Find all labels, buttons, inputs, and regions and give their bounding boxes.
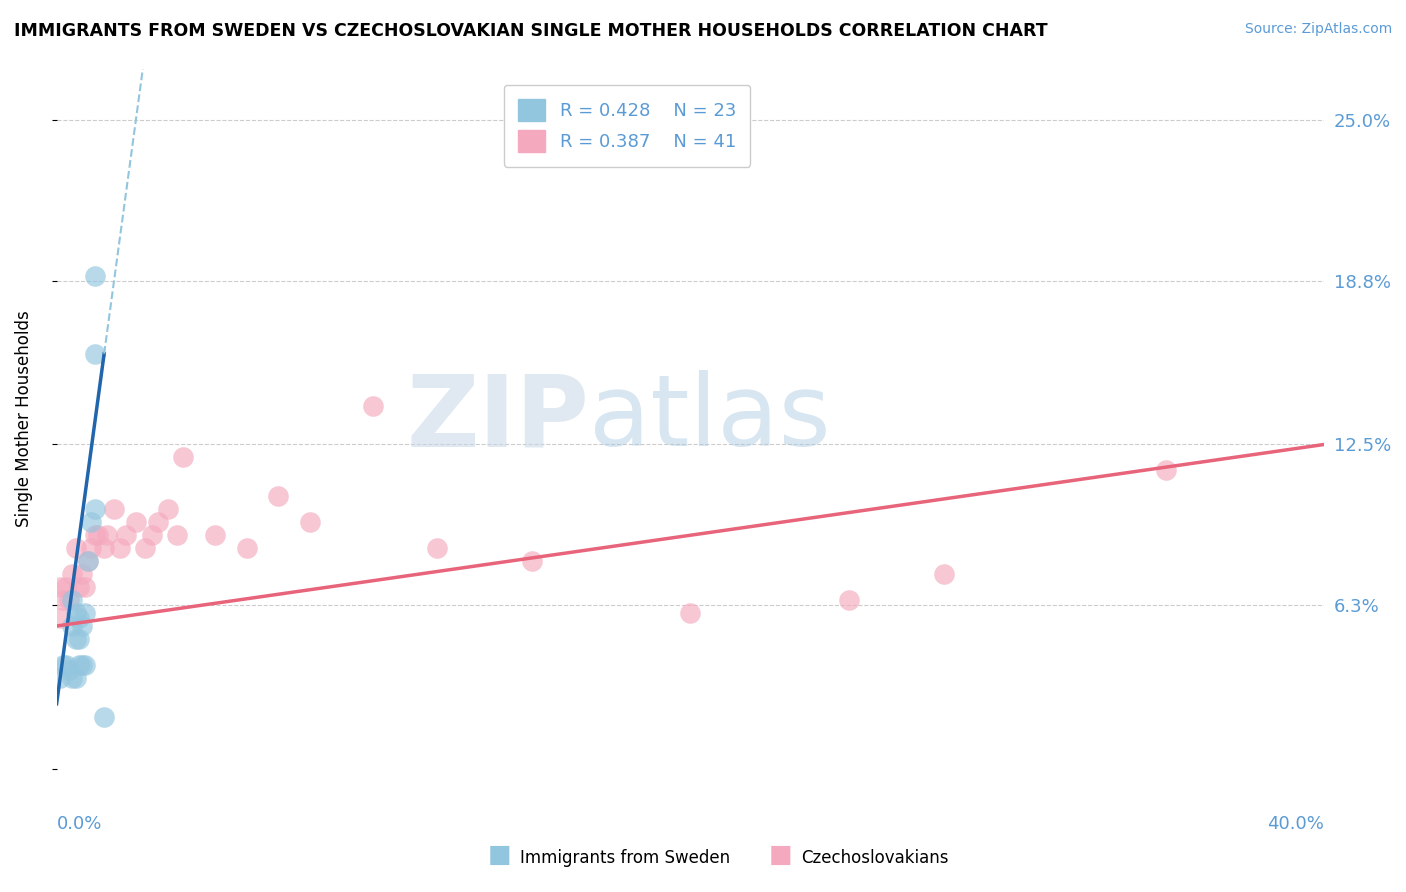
Point bbox=[146, 516, 169, 530]
Text: ■: ■ bbox=[488, 843, 510, 867]
Point bbox=[87, 528, 110, 542]
Point bbox=[75, 657, 97, 672]
Point bbox=[70, 657, 93, 672]
Point bbox=[75, 580, 97, 594]
Text: ■: ■ bbox=[769, 843, 792, 867]
Point bbox=[83, 502, 105, 516]
Point bbox=[115, 528, 138, 542]
Legend: R = 0.428    N = 23, R = 0.387    N = 41: R = 0.428 N = 23, R = 0.387 N = 41 bbox=[503, 85, 751, 167]
Point bbox=[838, 593, 860, 607]
Point bbox=[62, 567, 84, 582]
Text: IMMIGRANTS FROM SWEDEN VS CZECHOSLOVAKIAN SINGLE MOTHER HOUSEHOLDS CORRELATION C: IMMIGRANTS FROM SWEDEN VS CZECHOSLOVAKIA… bbox=[14, 22, 1047, 40]
Point bbox=[70, 619, 93, 633]
Point bbox=[125, 516, 148, 530]
Point bbox=[52, 657, 75, 672]
Point bbox=[426, 541, 449, 556]
Point bbox=[204, 528, 226, 542]
Point bbox=[77, 554, 100, 568]
Point bbox=[65, 671, 87, 685]
Text: ZIP: ZIP bbox=[406, 370, 589, 467]
Point bbox=[55, 657, 77, 672]
Point bbox=[93, 710, 115, 724]
Point bbox=[156, 502, 179, 516]
Point bbox=[932, 567, 955, 582]
Point bbox=[67, 657, 90, 672]
Text: atlas: atlas bbox=[589, 370, 831, 467]
Point bbox=[49, 580, 72, 594]
Point bbox=[103, 502, 125, 516]
Point bbox=[235, 541, 257, 556]
Point bbox=[108, 541, 131, 556]
Point bbox=[141, 528, 163, 542]
Point bbox=[83, 268, 105, 283]
Text: Czechoslovakians: Czechoslovakians bbox=[801, 849, 949, 867]
Point bbox=[1154, 463, 1177, 477]
Point bbox=[65, 541, 87, 556]
Point bbox=[77, 554, 100, 568]
Point bbox=[83, 528, 105, 542]
Point bbox=[62, 671, 84, 685]
Y-axis label: Single Mother Households: Single Mother Households bbox=[15, 310, 32, 527]
Point bbox=[65, 632, 87, 646]
Text: Immigrants from Sweden: Immigrants from Sweden bbox=[520, 849, 730, 867]
Point bbox=[67, 611, 90, 625]
Point bbox=[96, 528, 118, 542]
Point bbox=[679, 606, 702, 620]
Point bbox=[55, 580, 77, 594]
Point bbox=[93, 541, 115, 556]
Point bbox=[75, 606, 97, 620]
Point bbox=[83, 347, 105, 361]
Point bbox=[70, 567, 93, 582]
Point bbox=[166, 528, 188, 542]
Point bbox=[62, 593, 84, 607]
Point bbox=[65, 606, 87, 620]
Point bbox=[80, 516, 103, 530]
Text: Source: ZipAtlas.com: Source: ZipAtlas.com bbox=[1244, 22, 1392, 37]
Point bbox=[62, 619, 84, 633]
Point bbox=[363, 399, 385, 413]
Point bbox=[67, 632, 90, 646]
Point bbox=[58, 663, 80, 677]
Point bbox=[49, 611, 72, 625]
Point bbox=[67, 580, 90, 594]
Point bbox=[299, 516, 322, 530]
Point bbox=[172, 450, 194, 465]
Point bbox=[49, 671, 72, 685]
Text: 0.0%: 0.0% bbox=[56, 815, 103, 833]
Text: 40.0%: 40.0% bbox=[1267, 815, 1324, 833]
Point bbox=[52, 593, 75, 607]
Point bbox=[80, 541, 103, 556]
Point bbox=[58, 593, 80, 607]
Point bbox=[520, 554, 543, 568]
Point bbox=[134, 541, 156, 556]
Point bbox=[267, 489, 290, 503]
